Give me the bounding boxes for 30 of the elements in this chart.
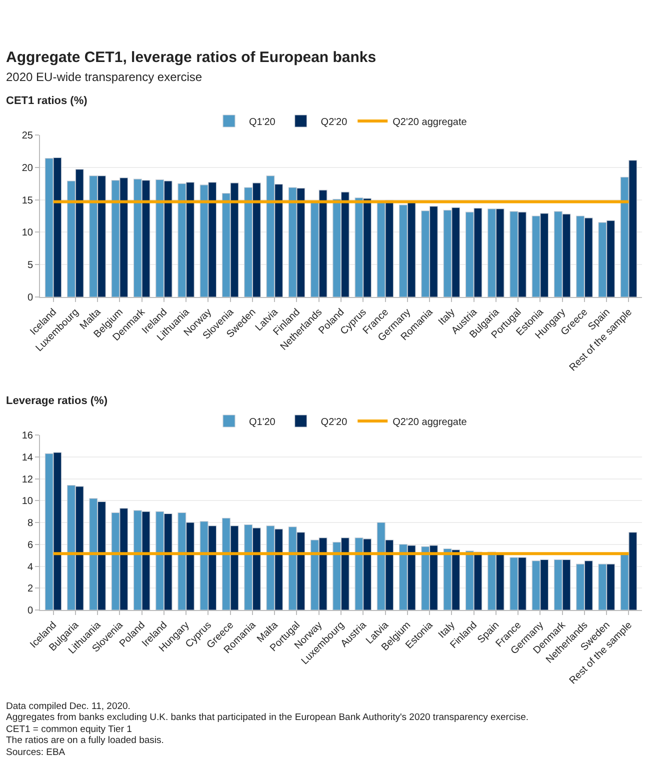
y-axis-title: CET1 ratios (%) bbox=[6, 95, 88, 107]
legend-label: Q2'20 aggregate bbox=[392, 416, 468, 428]
y-axis-title: Leverage ratios (%) bbox=[6, 395, 108, 407]
y-tick-label: 0 bbox=[27, 606, 34, 616]
text: Data compiled Dec. 11, 2020. bbox=[6, 701, 130, 712]
y-tick-label: 2 bbox=[27, 584, 34, 595]
y-tick-label: 15 bbox=[22, 195, 34, 206]
source-note: Sources: EBA bbox=[6, 747, 66, 758]
y-tick-label: 14 bbox=[22, 452, 34, 464]
y-tick-label: 20 bbox=[22, 162, 34, 174]
y-tick-label: 8 bbox=[27, 518, 34, 529]
y-tick-label: 6 bbox=[27, 540, 34, 551]
text: CET1 = common equity Tier 1 bbox=[6, 724, 132, 735]
text: The ratios are on a fully loaded basis. bbox=[6, 735, 164, 746]
y-tick-label: 10 bbox=[22, 228, 34, 239]
text: Aggregates from banks excluding U.K. banks that participated in the European Bank Authority's 2020 transparency exercise. bbox=[6, 712, 529, 723]
y-tick-label: 10 bbox=[22, 496, 34, 508]
legend-label: Q2'20 aggregate bbox=[392, 116, 468, 128]
y-tick-label: 25 bbox=[22, 130, 34, 142]
y-tick-label: 0 bbox=[27, 292, 34, 304]
y-tick-label: 5 bbox=[27, 260, 34, 272]
chart-subtitle: 2020 EU-wide transparency exercise bbox=[6, 70, 202, 84]
y-tick-label: 12 bbox=[22, 474, 34, 486]
chart-title: Aggregate CET1, leverage ratios of European banks bbox=[6, 49, 376, 66]
legend-label: Q1'20 bbox=[249, 416, 276, 428]
y-tick-label: 4 bbox=[27, 562, 34, 573]
legend-label: Q1'20 bbox=[249, 116, 276, 128]
y-tick-label: 16 bbox=[22, 430, 34, 442]
legend-label: Q2'20 bbox=[320, 416, 348, 428]
legend-label: Q2'20 bbox=[320, 116, 348, 128]
